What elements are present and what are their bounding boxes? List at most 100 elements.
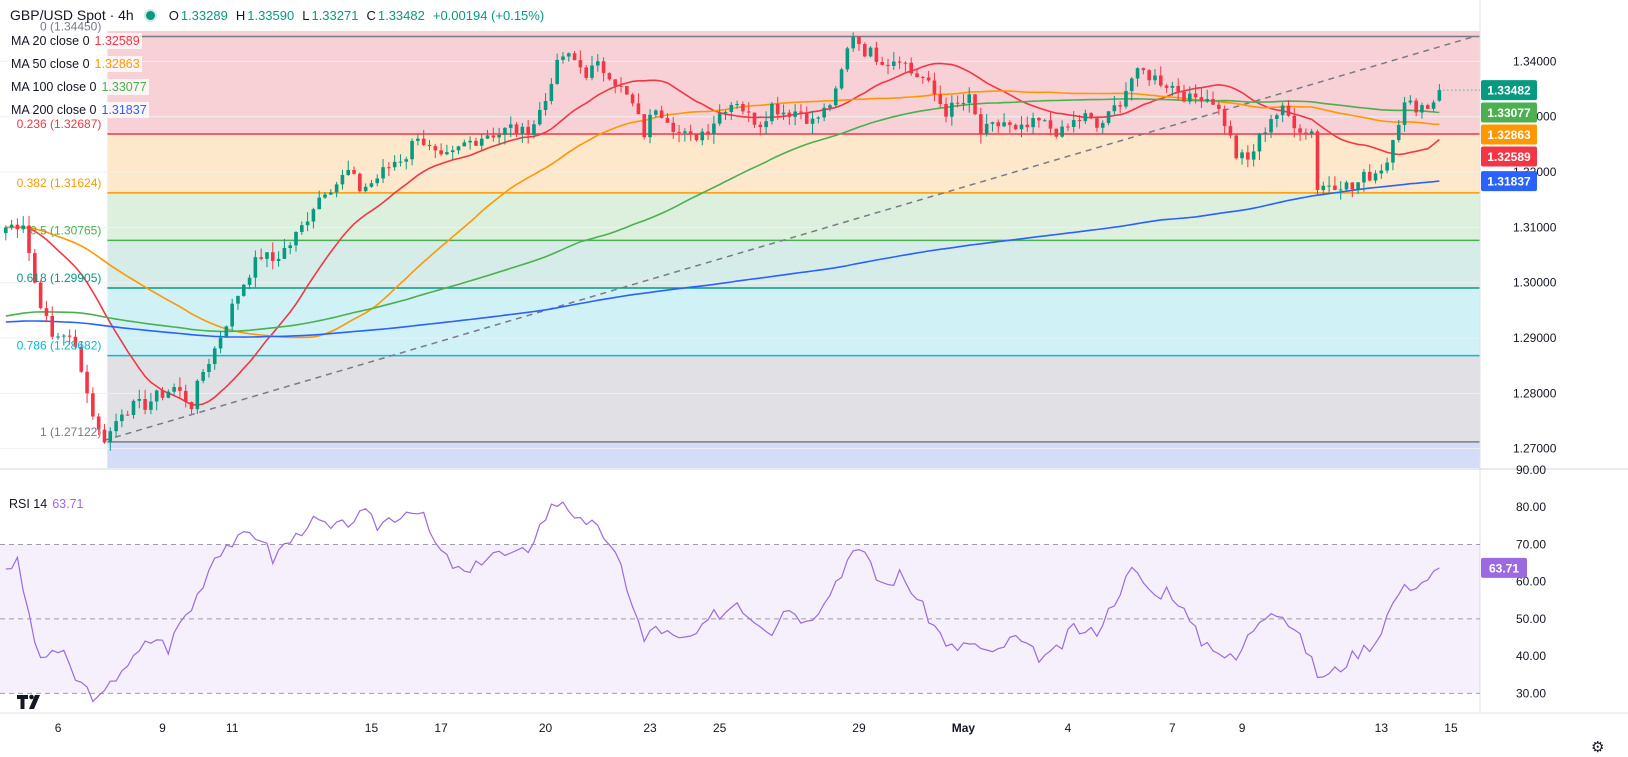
candle-body [787,112,792,117]
fibonacci-fills [107,31,1480,468]
fib-zone [107,355,1480,442]
candle-body [1344,182,1349,190]
candle-body [781,112,786,115]
candle-body [387,167,391,169]
candle-body [33,253,37,283]
candle-body [1002,122,1006,127]
candle-body [479,138,484,146]
candle-body [601,61,606,74]
candle-body [532,124,536,135]
candle-body [1037,117,1041,121]
candle-body [369,183,374,187]
candle-body [294,231,298,246]
candle-body [445,152,449,155]
candle-body [1008,122,1012,125]
candle-body [729,104,734,112]
candle-body [549,83,554,101]
candle-body [1338,189,1343,191]
candle-body [1367,171,1372,181]
time-tick-label: 9 [159,721,166,735]
ma100-legend[interactable]: MA 100 close 0 1.33077 [9,79,149,95]
candle-body [665,117,670,123]
time-tick-label: 7 [1169,721,1176,735]
candle-body [1153,75,1157,81]
ma100-value: 1.33077 [101,80,147,94]
candle-body [770,103,774,122]
time-tick-label: 6 [55,721,62,735]
candle-body [1077,120,1082,122]
candle-body [1042,120,1047,122]
candle-body [955,102,960,104]
candle-body [1408,100,1413,103]
candle-body [462,142,467,147]
price-tick-label: 1.30000 [1513,276,1557,290]
candle-body [1373,173,1378,181]
candle-body [746,111,751,113]
candle-body [1263,132,1268,135]
candle-body [683,131,687,133]
candle-body [1298,128,1302,133]
candle-body [1379,170,1384,174]
candle-body [50,315,55,337]
candle-body [398,161,403,163]
candle-body [1089,113,1093,119]
candle-body [1257,134,1262,152]
candle-body [833,88,838,106]
change-value: +0.00194 (+0.15%) [432,7,545,23]
candle-body [114,421,118,432]
candle-body [915,73,919,78]
candle-body [485,135,490,139]
candle-body [967,94,972,103]
candle-body [503,127,507,135]
fib-label: 0 (1.34450) [40,20,101,34]
candle-body [1019,124,1024,130]
candle-body [566,53,571,57]
candle-body [973,94,977,115]
candle-body [201,371,205,381]
candle-body [207,363,211,372]
candle-body [352,169,356,174]
tradingview-logo-icon[interactable] [16,692,46,712]
close-label: C [366,7,376,23]
candle-body [648,114,652,138]
ma-line [5,62,1440,406]
candle-body [1054,128,1059,137]
candle-body [1100,123,1105,128]
ma50-legend[interactable]: MA 50 close 0 1.32863 [9,56,142,72]
candle-body [474,140,478,146]
candle-body [508,124,513,128]
candle-body [79,346,84,372]
candle-body [311,209,316,222]
candle-body [1240,152,1244,159]
rsi-line [5,501,1440,703]
symbol-title[interactable]: GBP/USD Spot · 4h [10,7,134,23]
candle-body [706,131,710,135]
candle-body [572,53,577,61]
candle-body [694,133,699,141]
candle-body [561,56,565,60]
candle-body [497,134,501,138]
candle-body [1425,105,1430,109]
candle-body [932,80,937,95]
gear-icon[interactable]: ⚙ [1591,739,1605,756]
ma200-legend[interactable]: MA 200 close 0 1.31837 [9,102,149,118]
candle-body [596,61,600,66]
candle-body [996,122,1001,127]
ma50-value: 1.32863 [94,57,140,71]
ma20-legend[interactable]: MA 20 close 0 1.32589 [9,33,142,49]
candle-body [1391,140,1395,163]
candle-body [1286,105,1291,116]
candle-body [247,277,252,285]
fib-label: 1 (1.27122) [40,425,101,439]
candle-body [944,104,948,117]
candle-body [636,103,641,115]
candle-body [921,77,925,79]
candle-body [329,192,333,195]
fib-zone [107,240,1480,288]
candle-body [578,60,583,68]
candle-body [439,150,443,155]
time-tick-label: 25 [713,721,727,735]
candle-body [323,194,327,198]
candle-body [1402,102,1407,125]
rsi-legend[interactable]: RSI 14 63.71 [9,497,84,511]
